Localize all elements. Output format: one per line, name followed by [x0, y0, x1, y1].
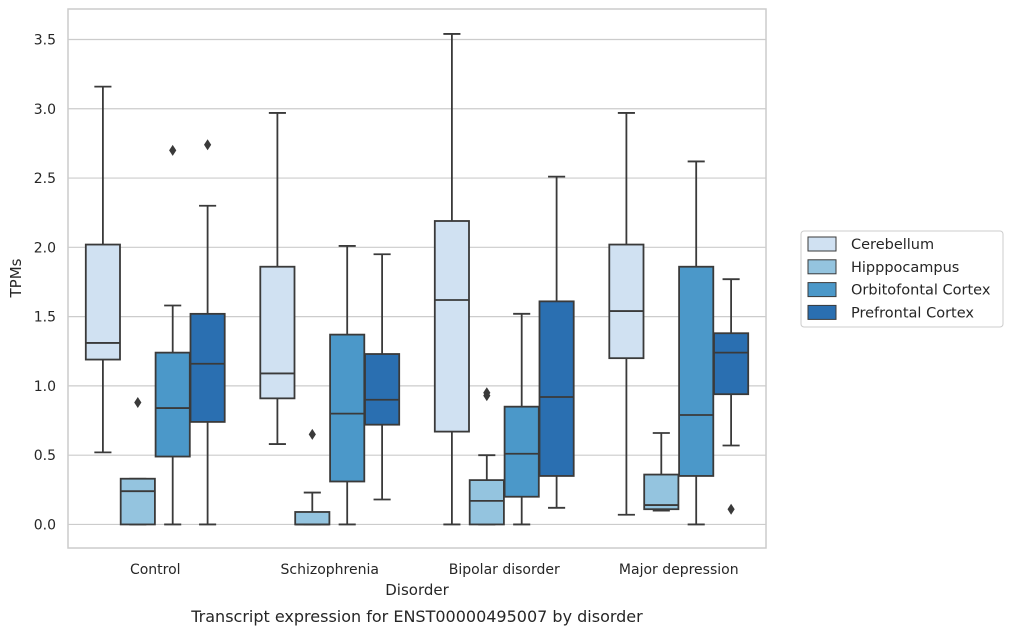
box-iqr: [608, 243, 645, 360]
box-iqr: [678, 265, 715, 477]
plot-area-frame: [67, 8, 767, 549]
box-iqr: [503, 405, 540, 498]
box-3-2: [678, 160, 715, 526]
box-3-0: [608, 112, 645, 516]
outlier-point: [727, 503, 735, 515]
box-3-3: [713, 278, 750, 515]
box-iqr: [433, 220, 470, 433]
x-tick-label: Schizophrenia: [281, 562, 379, 578]
box-iqr: [364, 353, 401, 426]
box-iqr: [259, 265, 296, 400]
box-iqr: [119, 477, 156, 526]
legend-label: Hipppocampus: [851, 260, 959, 276]
legend-label: Cerebellum: [851, 237, 934, 253]
y-tick-label: 3.5: [34, 32, 56, 48]
box-iqr: [294, 511, 331, 526]
box-series: [84, 33, 750, 526]
legend-swatch: [807, 282, 837, 298]
y-tick-label: 0.0: [34, 517, 56, 533]
box-iqr: [538, 300, 575, 477]
outlier-point: [169, 144, 177, 156]
outlier-point: [134, 397, 142, 409]
legend-label: Prefrontal Cortex: [851, 305, 974, 321]
y-tick-label: 1.0: [34, 379, 56, 395]
box-1-1: [294, 428, 331, 526]
y-tick-label: 2.0: [34, 240, 56, 256]
x-tick-labels: Control Schizophrenia Bipolar disorder Majo…: [130, 562, 739, 578]
box-0-3: [189, 139, 226, 526]
legend-swatch: [807, 304, 837, 320]
box-0-0: [84, 85, 121, 454]
outlier-point: [483, 387, 491, 399]
outlier-point: [308, 428, 316, 440]
box-iqr: [468, 479, 505, 526]
box-2-3: [538, 175, 575, 509]
x-tick-label: Control: [130, 562, 181, 578]
box-iqr: [189, 312, 226, 423]
y-tick-label: 1.5: [34, 310, 56, 326]
y-tick-label: 3.0: [34, 102, 56, 118]
box-2-0: [433, 33, 470, 526]
box-2-2: [503, 312, 540, 526]
box-0-2: [154, 144, 191, 526]
y-tick-label: 0.5: [34, 448, 56, 464]
box-iqr: [84, 243, 121, 361]
box-iqr: [154, 351, 191, 458]
box-iqr: [713, 332, 750, 396]
box-3-1: [643, 432, 680, 512]
outlier-point: [204, 139, 212, 151]
legend-label: Orbitofontal Cortex: [851, 283, 991, 299]
legend-swatch: [807, 236, 837, 252]
legend-frame: [800, 230, 1004, 328]
box-0-1: [119, 397, 156, 526]
legend-swatch: [807, 259, 837, 275]
y-tick-labels: 0.0 0.5 1.0 1.5 2.0 2.5 3.0 3.5: [34, 32, 56, 533]
box-1-3: [364, 253, 401, 501]
x-tick-label: Major depression: [619, 562, 739, 578]
legend: Cerebellum Hipppocampus Orbitofontal Corte…: [800, 230, 1004, 328]
box-1-2: [329, 245, 366, 526]
box-2-1: [468, 387, 505, 526]
y-axis-title: TPMs: [7, 258, 25, 298]
box-1-0: [259, 112, 296, 445]
figure-caption: Transcript expression for ENST0000049500…: [190, 607, 643, 626]
y-tick-label: 2.5: [34, 171, 56, 187]
box-iqr: [329, 333, 366, 483]
x-tick-label: Bipolar disorder: [449, 562, 560, 578]
box-iqr: [643, 473, 680, 511]
x-axis-title: Disorder: [385, 581, 449, 599]
